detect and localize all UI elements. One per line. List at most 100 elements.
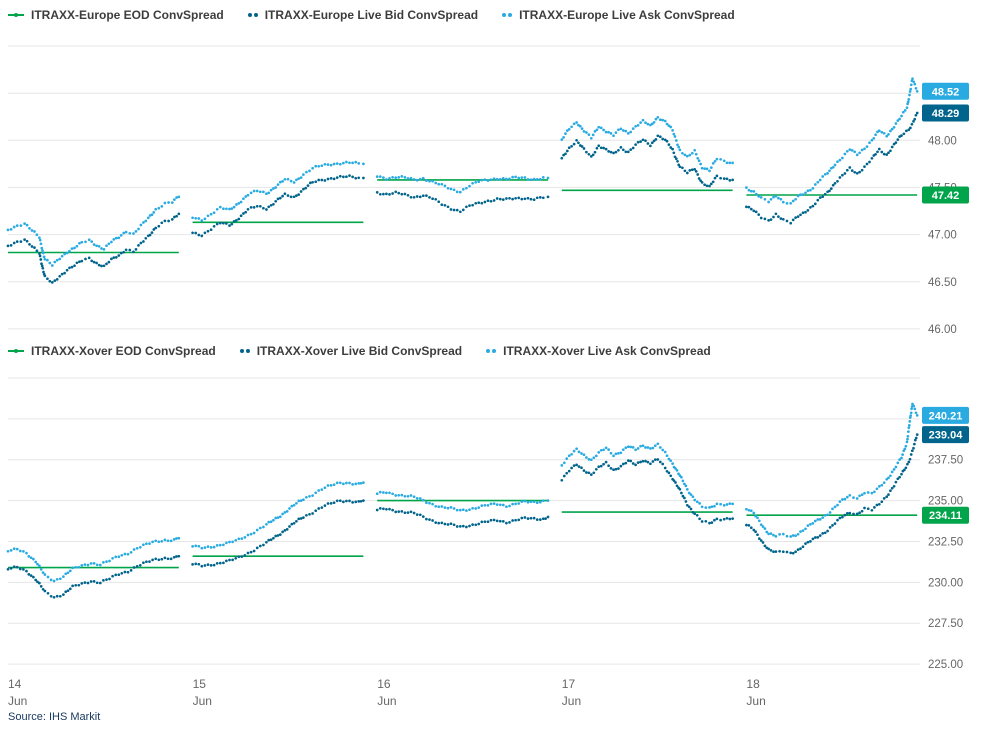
ask-dot — [654, 117, 658, 121]
ask-dot — [35, 233, 39, 237]
ask-dot — [154, 539, 158, 543]
ask-dot — [903, 109, 907, 112]
bid-dot — [332, 501, 336, 505]
bid-dot — [391, 508, 394, 512]
ask-dot — [446, 506, 450, 510]
bid-dot — [41, 266, 45, 270]
bid-dot — [870, 156, 874, 160]
ask-dot — [526, 177, 530, 181]
bid-dot — [73, 264, 76, 268]
bid-dot — [577, 465, 581, 468]
ask-dot — [95, 244, 98, 248]
legend-item-ask[interactable]: ITRAXX-Europe Live Ask ConvSpread — [502, 8, 735, 22]
bid-dot — [828, 189, 831, 193]
bid-dot — [449, 522, 453, 526]
ask-dot — [898, 458, 901, 461]
bid-dot — [912, 446, 915, 450]
bid-dot — [474, 201, 478, 205]
bid-dot — [437, 521, 441, 525]
ask-dot — [609, 132, 613, 135]
ask-dot — [671, 129, 674, 132]
ask-dot — [285, 510, 289, 513]
ask-dot — [415, 496, 419, 500]
bid-dot — [112, 256, 116, 259]
ask-dot — [209, 546, 213, 549]
bid-dot — [323, 504, 327, 507]
ask-dot — [77, 565, 81, 569]
legend-item-eod[interactable]: ITRAXX-Europe EOD ConvSpread — [8, 8, 224, 22]
ask-dot — [228, 540, 231, 544]
bid-dot — [687, 505, 691, 509]
bid-dot — [84, 257, 87, 261]
ask-dot — [665, 454, 669, 458]
bid-dot — [288, 525, 291, 528]
bid-dot — [560, 156, 564, 160]
bid-dot — [265, 540, 268, 544]
ask-dot — [489, 178, 493, 182]
ask-dot — [409, 494, 413, 497]
bid-dot — [650, 141, 654, 145]
bid-dot — [415, 195, 419, 198]
bid-dot — [354, 176, 358, 180]
ask-dot — [685, 488, 689, 491]
bid-dot — [890, 145, 894, 149]
ask-dot — [913, 82, 917, 86]
ask-dot — [308, 494, 311, 498]
bid-dot — [705, 184, 709, 188]
bid-dot — [397, 510, 401, 513]
bid-dot — [78, 260, 81, 264]
bid-dot — [225, 559, 228, 563]
ask-dot — [297, 177, 301, 180]
ask-dot — [317, 164, 321, 168]
bid-dot — [804, 542, 807, 545]
legend-item-bid[interactable]: ITRAXX-Europe Live Bid ConvSpread — [247, 8, 478, 22]
ask-dot — [139, 223, 143, 227]
bid-dot — [858, 511, 861, 515]
ask-dot — [813, 519, 817, 523]
ask-dot — [594, 454, 598, 458]
bid-dot — [781, 550, 785, 554]
ask-dot — [747, 508, 751, 512]
ask-dot — [437, 505, 441, 509]
ask-dot — [585, 456, 588, 459]
ask-dot — [412, 495, 416, 499]
ask-dot — [128, 231, 132, 235]
bid-dot — [894, 480, 898, 484]
bid-dot — [672, 479, 676, 482]
bid-dot — [138, 563, 142, 567]
last-value-badge-bid: 48.29 — [922, 104, 969, 122]
ask-dot — [612, 134, 615, 138]
eod-line-marker-icon — [8, 13, 24, 17]
ask-dot — [42, 255, 46, 259]
legend-item-ask[interactable]: ITRAXX-Xover Live Ask ConvSpread — [486, 344, 711, 358]
ask-dot — [348, 481, 351, 485]
legend-item-eod[interactable]: ITRAXX-Xover EOD ConvSpread — [8, 344, 216, 358]
ask-dot — [505, 505, 508, 509]
ask-dot — [580, 452, 583, 455]
ask-dot — [151, 540, 154, 544]
bid-dot — [357, 500, 361, 503]
ask-dot — [906, 434, 910, 438]
bid-dot — [683, 169, 687, 173]
ask-dot — [400, 175, 404, 178]
bid-dot — [400, 510, 404, 513]
y-axis-label: 46.00 — [928, 324, 957, 336]
y-axis-label: 46.50 — [928, 277, 957, 289]
bid-dot — [200, 234, 204, 238]
ask-dot — [538, 177, 542, 181]
ask-dot — [449, 187, 453, 191]
bid-dot — [228, 224, 231, 227]
bid-dot — [704, 519, 708, 523]
y-axis-label: 232.50 — [928, 537, 963, 549]
ask-dot — [102, 561, 105, 564]
x-axis-month-label: Jun — [746, 694, 765, 708]
ask-dot — [870, 491, 874, 495]
bid-dot — [774, 212, 778, 216]
bid-dot — [589, 473, 593, 476]
bid-dot — [428, 518, 431, 521]
ask-dot — [669, 459, 673, 463]
bid-dot — [283, 192, 287, 196]
legend-item-bid[interactable]: ITRAXX-Xover Live Bid ConvSpread — [239, 344, 462, 358]
bid-dot — [468, 524, 471, 528]
ask-dot — [658, 446, 662, 449]
